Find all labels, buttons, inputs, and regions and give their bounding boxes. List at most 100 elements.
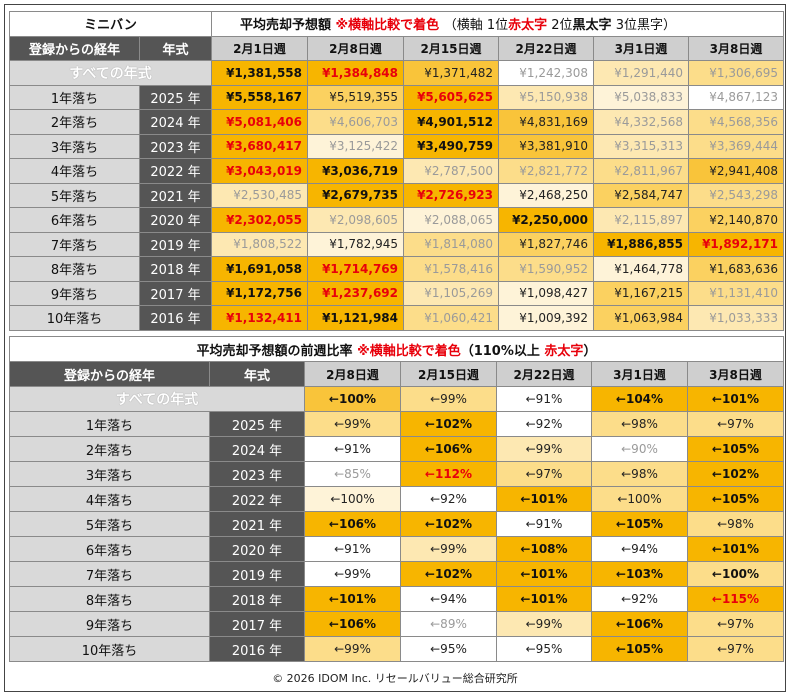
price-cell: ¥1,033,333 xyxy=(688,305,784,331)
age-label: 3年落ち xyxy=(9,461,210,487)
vehicle-category-title: ミニバン xyxy=(9,11,212,37)
model-year-label: 2018 年 xyxy=(209,586,305,612)
price-row: 6年落ち 2020 年 ¥2,302,055 ¥2,098,605 ¥2,088,065… xyxy=(9,207,784,233)
price-cell: ¥2,726,923 xyxy=(403,182,499,208)
copyright-footer: © 2026 IDOM Inc. リセールバリュー総合研究所 xyxy=(272,672,518,685)
model-year-label: 2025 年 xyxy=(139,84,212,110)
ratio-cell: ←97% xyxy=(496,461,592,487)
price-table: ミニバン 平均売却予想額 ※横軸比較で着色 （横軸 1位赤太字 2位黒太字 3位… xyxy=(9,11,784,331)
price-cell: ¥4,606,703 xyxy=(307,109,404,135)
ratio-cell: ←89% xyxy=(400,611,497,637)
ratio-cell: ←91% xyxy=(304,436,401,462)
ratio-cell: ←105% xyxy=(687,436,784,462)
ratio-row: 6年落ち 2020 年 ←91% ←99% ←108% ←94% ←101% xyxy=(9,536,784,562)
ratio-cell: ←98% xyxy=(687,511,784,537)
price-cell: ¥2,250,000 xyxy=(498,207,594,233)
ratio-row: 2年落ち 2024 年 ←91% ←106% ←99% ←90% ←105% xyxy=(9,436,784,462)
price-row: 8年落ち 2018 年 ¥1,691,058 ¥1,714,769 ¥1,578,416… xyxy=(9,256,784,282)
ratio-row: 5年落ち 2021 年 ←106% ←102% ←91% ←105% ←98% xyxy=(9,511,784,537)
ratio-row: 10年落ち 2016 年 ←99% ←95% ←95% ←105% ←97% xyxy=(9,636,784,662)
price-cell: ¥5,150,938 xyxy=(498,84,594,110)
age-label: 9年落ち xyxy=(9,611,210,637)
age-label: 3年落ち xyxy=(9,133,140,159)
ratio-cell: ←94% xyxy=(591,536,688,562)
price-cell: ¥1,132,411 xyxy=(211,305,308,331)
price-title-main: 平均売却予想額 xyxy=(240,18,332,34)
age-label: 5年落ち xyxy=(9,182,140,208)
ratio-cell: ←95% xyxy=(496,636,592,662)
price-cell: ¥5,081,406 xyxy=(211,109,308,135)
ratio-cell: ←91% xyxy=(496,386,592,412)
age-label: 10年落ち xyxy=(9,305,140,331)
model-year-label: 2018 年 xyxy=(139,256,212,282)
price-cell: ¥2,821,772 xyxy=(498,158,594,184)
price-cell: ¥3,369,444 xyxy=(688,133,784,159)
ratio-row: 9年落ち 2017 年 ←106% ←89% ←99% ←106% ←97% xyxy=(9,611,784,637)
model-year-label: 2021 年 xyxy=(209,511,305,537)
week-header: 3月8日週 xyxy=(688,35,784,61)
price-cell: ¥2,530,485 xyxy=(211,182,308,208)
price-cell: ¥3,680,417 xyxy=(211,133,308,159)
price-row: 9年落ち 2017 年 ¥1,172,756 ¥1,237,692 ¥1,105,269… xyxy=(9,280,784,306)
price-cell: ¥2,679,735 xyxy=(307,182,404,208)
age-label: 7年落ち xyxy=(9,561,210,587)
price-cell: ¥1,381,558 xyxy=(211,60,308,86)
ratio-all-years-row: すべての年式 ←100% ←99% ←91% ←104% ←101% xyxy=(9,386,784,412)
price-cell: ¥1,886,855 xyxy=(593,231,689,257)
week-header: 2月22日週 xyxy=(496,361,592,387)
price-cell: ¥1,683,636 xyxy=(688,256,784,282)
model-year-label: 2021 年 xyxy=(139,182,212,208)
price-cell: ¥3,125,422 xyxy=(307,133,404,159)
all-years-label: すべての年式 xyxy=(9,60,212,86)
age-label: 8年落ち xyxy=(9,256,140,282)
price-cell: ¥2,811,967 xyxy=(593,158,689,184)
price-row: 2年落ち 2024 年 ¥5,081,406 ¥4,606,703 ¥4,901,512… xyxy=(9,109,784,135)
ratio-title-note: ※横軸比較で着色 xyxy=(357,343,461,359)
week-header: 2月15日週 xyxy=(400,361,497,387)
ratio-table-title-row: 平均売却予想額の前週比率 ※横軸比較で着色（110%以上 赤太字） xyxy=(9,336,784,362)
ratio-table-title: 平均売却予想額の前週比率 ※横軸比較で着色（110%以上 赤太字） xyxy=(9,336,784,362)
ratio-cell: ←100% xyxy=(304,386,401,412)
week-header: 3月8日週 xyxy=(687,361,784,387)
model-year-label: 2022 年 xyxy=(209,486,305,512)
price-cell: ¥2,088,065 xyxy=(403,207,499,233)
price-cell: ¥1,242,308 xyxy=(498,60,594,86)
age-label: 6年落ち xyxy=(9,536,210,562)
price-cell: ¥1,060,421 xyxy=(403,305,499,331)
price-cell: ¥1,714,769 xyxy=(307,256,404,282)
ratio-cell: ←105% xyxy=(687,486,784,512)
price-title-rank3: 3位黒字） xyxy=(611,18,676,34)
price-cell: ¥5,605,625 xyxy=(403,84,499,110)
ratio-cell: ←101% xyxy=(687,386,784,412)
price-cell: ¥2,584,747 xyxy=(593,182,689,208)
ratio-cell: ←102% xyxy=(400,511,497,537)
price-cell: ¥3,043,019 xyxy=(211,158,308,184)
age-label: 4年落ち xyxy=(9,158,140,184)
ratio-cell: ←97% xyxy=(687,411,784,437)
age-label: 8年落ち xyxy=(9,586,210,612)
age-label: 2年落ち xyxy=(9,436,210,462)
price-cell: ¥1,578,416 xyxy=(403,256,499,282)
ratio-cell: ←95% xyxy=(400,636,497,662)
price-cell: ¥1,063,984 xyxy=(593,305,689,331)
price-row: 3年落ち 2023 年 ¥3,680,417 ¥3,125,422 ¥3,490,759… xyxy=(9,133,784,159)
model-year-label: 2023 年 xyxy=(209,461,305,487)
ratio-title-main: 平均売却予想額の前週比率 xyxy=(196,343,353,359)
ratio-cell: ←98% xyxy=(591,411,688,437)
price-title-rank2: 黒太字 xyxy=(572,18,612,34)
ratio-cell: ←91% xyxy=(496,511,592,537)
model-year-label: 2017 年 xyxy=(139,280,212,306)
ratio-cell: ←90% xyxy=(591,436,688,462)
ratio-cell: ←101% xyxy=(496,561,592,587)
price-cell: ¥1,009,392 xyxy=(498,305,594,331)
ratio-cell: ←100% xyxy=(591,486,688,512)
ratio-cell: ←101% xyxy=(687,536,784,562)
price-cell: ¥1,371,482 xyxy=(403,60,499,86)
price-cell: ¥2,787,500 xyxy=(403,158,499,184)
ratio-cell: ←101% xyxy=(496,586,592,612)
model-year-label: 2024 年 xyxy=(139,109,212,135)
week-header: 2月8日週 xyxy=(304,361,401,387)
ratio-header-age: 登録からの経年 xyxy=(9,361,210,387)
ratio-header-year: 年式 xyxy=(209,361,305,387)
price-cell: ¥5,038,833 xyxy=(593,84,689,110)
